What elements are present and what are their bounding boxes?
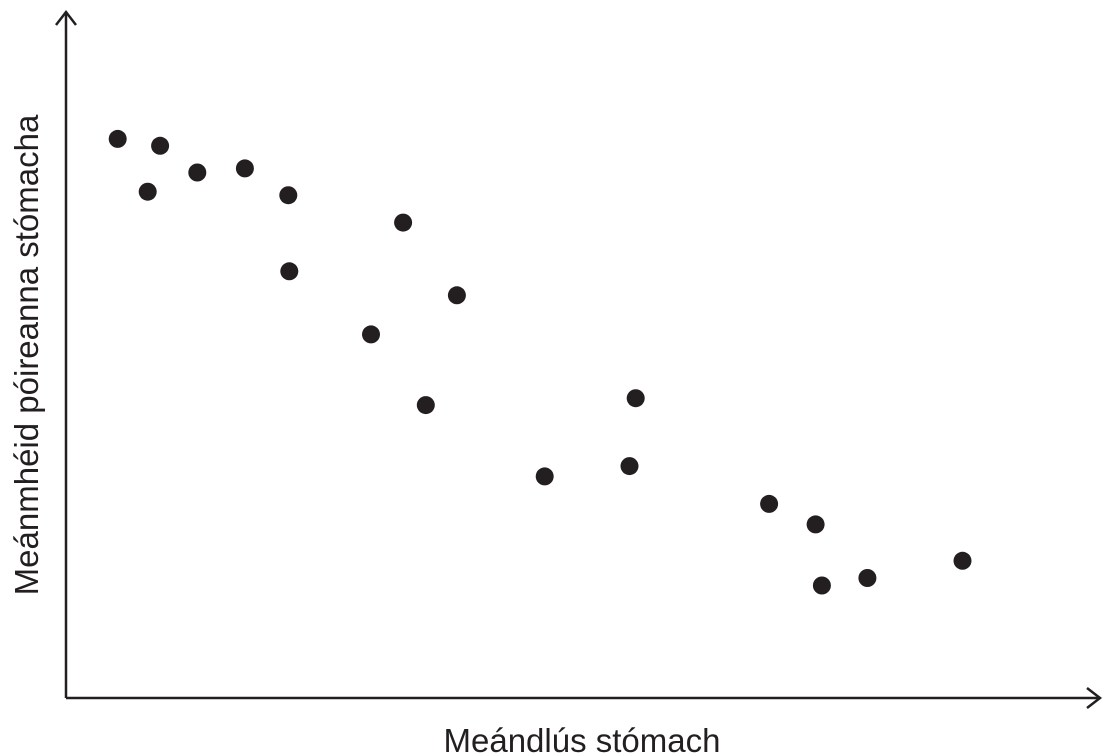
data-point (447, 286, 466, 305)
data-point (416, 396, 435, 415)
data-point (812, 576, 831, 595)
y-axis-arrowhead (55, 9, 77, 26)
data-point (620, 457, 639, 476)
data-point (394, 213, 413, 232)
data-point (858, 569, 877, 587)
data-point (760, 494, 779, 513)
data-point (362, 325, 380, 344)
data-point (108, 129, 127, 148)
data-point (626, 389, 645, 408)
data-point (151, 136, 170, 155)
data-point (188, 163, 207, 182)
x-axis-arrowhead (1086, 687, 1103, 709)
data-points (108, 129, 972, 595)
data-point (279, 186, 298, 205)
data-point (953, 551, 972, 570)
x-axis-title: Meándlús stómach (444, 722, 721, 756)
data-point (806, 515, 825, 534)
data-point (235, 159, 254, 178)
data-point (138, 182, 157, 201)
data-point (280, 262, 299, 281)
data-point (535, 467, 554, 486)
y-axis-title: Meánmhéid póireanna stómacha (8, 114, 45, 595)
